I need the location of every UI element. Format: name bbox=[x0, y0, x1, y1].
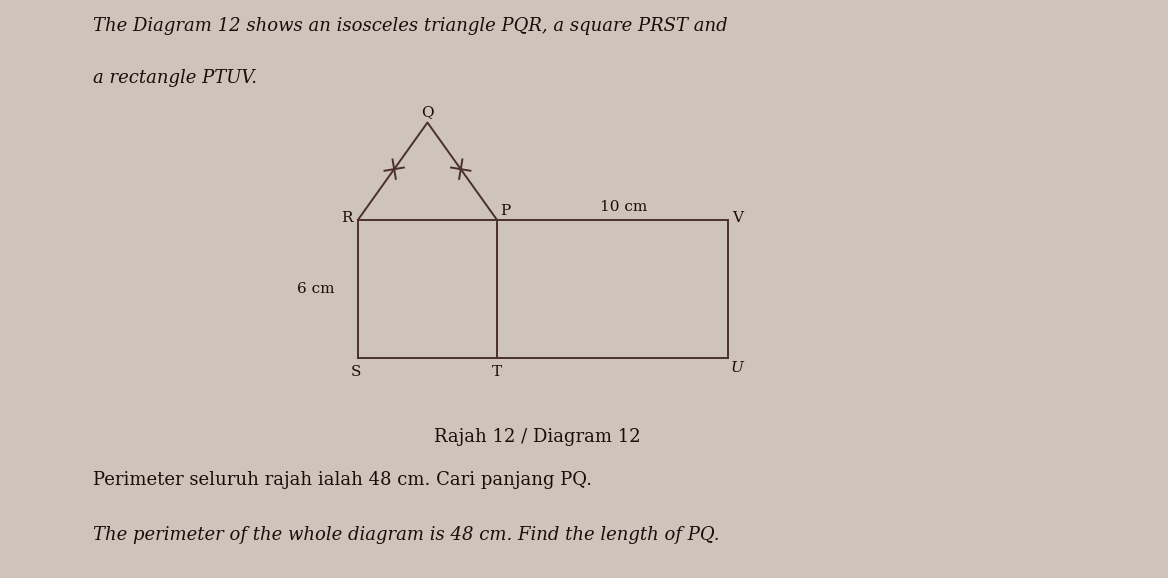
Text: Rajah 12 / Diagram 12: Rajah 12 / Diagram 12 bbox=[434, 428, 640, 446]
Text: Q: Q bbox=[422, 105, 433, 119]
Text: R: R bbox=[341, 212, 353, 225]
Text: P: P bbox=[500, 205, 510, 218]
Text: V: V bbox=[732, 212, 744, 225]
Text: 10 cm: 10 cm bbox=[600, 200, 647, 214]
Text: The Diagram 12 shows an isosceles triangle PQR, a square PRST and: The Diagram 12 shows an isosceles triang… bbox=[93, 17, 728, 35]
Text: Perimeter seluruh rajah ialah 48 cm. Cari panjang PQ.: Perimeter seluruh rajah ialah 48 cm. Car… bbox=[93, 471, 592, 489]
Text: S: S bbox=[350, 365, 361, 379]
Text: The perimeter of the whole diagram is 48 cm. Find the length of PQ.: The perimeter of the whole diagram is 48… bbox=[93, 526, 719, 544]
Text: U: U bbox=[730, 361, 743, 375]
Text: 6 cm: 6 cm bbox=[298, 282, 335, 296]
Text: a rectangle PTUV.: a rectangle PTUV. bbox=[93, 69, 257, 87]
Text: T: T bbox=[492, 365, 502, 379]
